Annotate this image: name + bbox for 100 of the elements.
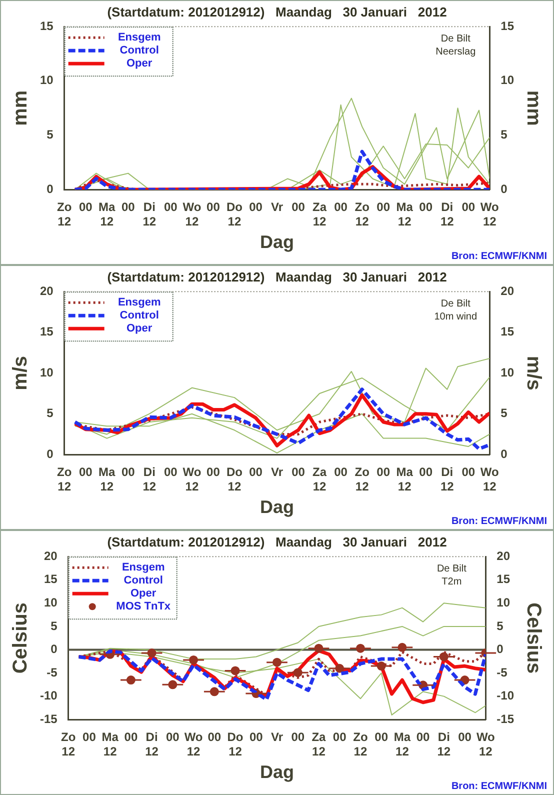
x-tick-label: 00 xyxy=(334,200,348,214)
x-tick-label: 00 xyxy=(124,730,138,744)
x-tick-label: Zo 12 xyxy=(57,200,72,229)
y-tick-label: 10 xyxy=(40,73,54,88)
x-tick-label: Ma 12 xyxy=(394,730,411,759)
y2-tick-label: 10 xyxy=(500,365,514,380)
x-tick-label: Za 12 xyxy=(312,730,326,759)
x-tick-label: 00 xyxy=(416,730,430,744)
x-tick-label: 00 xyxy=(121,465,136,480)
y-axis-title: mm xyxy=(10,90,32,126)
y-tick-label: -5 xyxy=(46,665,58,680)
x-tick-label: Ma 12 xyxy=(98,465,116,494)
legend-label: Control xyxy=(124,574,163,587)
x-axis-title: Dag xyxy=(260,232,294,252)
x-tick-label: 00 xyxy=(458,730,472,744)
x-tick-label: Zo 12 xyxy=(354,465,370,494)
y2-tick-label: 20 xyxy=(500,284,514,298)
y2-tick-label: 5 xyxy=(496,618,504,633)
x-tick-label: Vr xyxy=(270,730,284,744)
text: Bron: ECMWF/KNMI xyxy=(451,780,548,792)
x-tick-label: 00 xyxy=(249,465,263,480)
y2-tick-label: -15 xyxy=(496,712,514,726)
y2-tick-label: 10 xyxy=(500,73,514,88)
chart-title: (Startdatum: 2012012912) Maandag 30 Januari 2012 xyxy=(107,534,447,550)
x-tick-label: Zo 12 xyxy=(57,465,72,494)
text: Bron: ECMWF/KNMI xyxy=(451,516,548,527)
legend-label: Ensgem xyxy=(122,562,165,574)
annotation: De Bilt xyxy=(440,33,471,44)
legend-label: MOS TnTx xyxy=(116,600,172,613)
y2-tick-label: 15 xyxy=(496,572,510,586)
y2-axis-title: m/s xyxy=(522,356,544,390)
y-tick-label: 0 xyxy=(50,642,58,656)
x-tick-label: Wo 12 xyxy=(480,465,499,494)
y-tick-label: 10 xyxy=(40,365,54,380)
x-tick-label: 00 xyxy=(419,465,433,480)
x-tick-label: Ma 12 xyxy=(396,200,414,229)
x-tick-label: Ma 12 xyxy=(98,200,116,229)
x-tick-label: 00 xyxy=(78,465,93,480)
x-tick-label: Ma 12 xyxy=(396,465,414,494)
x-tick-label: Wo 12 xyxy=(182,200,202,229)
legend-label: Oper xyxy=(126,58,153,70)
annotation: Neerslag xyxy=(436,46,476,58)
x-tick-label: Wo 12 xyxy=(184,730,203,759)
y-axis-title: m/s xyxy=(10,356,32,390)
y-axis-title: Celsius xyxy=(10,602,32,674)
text: Bron: ECMWF/KNMI xyxy=(451,250,548,262)
x-tick-label: 00 xyxy=(166,730,180,744)
x-tick-label: Zo 12 xyxy=(353,730,368,759)
y-tick-label: 20 xyxy=(40,284,54,298)
y-tick-label: 15 xyxy=(44,572,58,586)
x-tick-label: 00 xyxy=(462,200,476,214)
x-tick-label: 00 xyxy=(82,730,96,744)
y2-tick-label: 5 xyxy=(500,128,508,142)
y-tick-label: 5 xyxy=(50,618,58,633)
chart-title: (Startdatum: 2012012912) Maandag 30 Januari 2012 xyxy=(107,269,447,284)
y2-tick-label: 0 xyxy=(496,642,504,656)
annotation: 10m wind xyxy=(434,311,478,322)
annotation: T2m xyxy=(442,576,462,588)
x-tick-label: Vr xyxy=(270,200,284,214)
x-tick-label: 00 xyxy=(376,200,390,214)
y-tick-label: -10 xyxy=(40,688,58,703)
x-tick-label: Di 12 xyxy=(440,465,454,494)
y2-tick-label: 0 xyxy=(500,446,508,461)
x-tick-label: 00 xyxy=(164,465,178,480)
x-tick-label: Do 12 xyxy=(226,465,242,494)
y-tick-label: -15 xyxy=(40,712,58,726)
x-tick-label: 00 xyxy=(462,465,476,480)
x-tick-label: Za 12 xyxy=(312,200,327,229)
y2-tick-label: 15 xyxy=(500,324,514,339)
legend-label: Control xyxy=(120,44,159,57)
y2-tick-label: 0 xyxy=(500,182,508,196)
x-tick-label: 00 xyxy=(419,200,433,214)
x-tick-label: 00 xyxy=(206,200,220,214)
y-tick-label: 0 xyxy=(46,446,54,461)
x-tick-label: Di 12 xyxy=(142,200,156,229)
x-tick-label: Di 12 xyxy=(440,200,454,229)
y-tick-label: 5 xyxy=(46,406,54,420)
legend-label: Oper xyxy=(130,588,157,600)
y2-tick-label: -5 xyxy=(496,665,508,680)
x-axis-title: Dag xyxy=(260,497,294,518)
x-tick-label: 00 xyxy=(249,730,264,744)
x-tick-label: Za 12 xyxy=(312,465,327,494)
y-tick-label: 5 xyxy=(46,128,54,142)
y-tick-label: 15 xyxy=(40,324,54,339)
x-tick-label: Zo 12 xyxy=(354,200,370,229)
y-tick-label: 10 xyxy=(44,595,58,610)
y2-axis-title: mm xyxy=(522,90,544,126)
x-tick-label: 00 xyxy=(376,465,390,480)
x-tick-label: Wo 12 xyxy=(476,730,495,759)
x-tick-label: 00 xyxy=(164,200,178,214)
x-tick-label: 00 xyxy=(121,200,136,214)
x-tick-label: 00 xyxy=(332,730,347,744)
y2-tick-label: 20 xyxy=(496,548,510,563)
legend-label: Control xyxy=(120,310,159,322)
y2-tick-label: -10 xyxy=(496,688,514,703)
annotation: De Bilt xyxy=(436,563,467,574)
x-tick-label: Di 12 xyxy=(437,730,451,759)
y-tick-label: 20 xyxy=(44,548,58,563)
y2-tick-label: 10 xyxy=(496,595,510,610)
y-tick-label: 15 xyxy=(40,18,54,33)
